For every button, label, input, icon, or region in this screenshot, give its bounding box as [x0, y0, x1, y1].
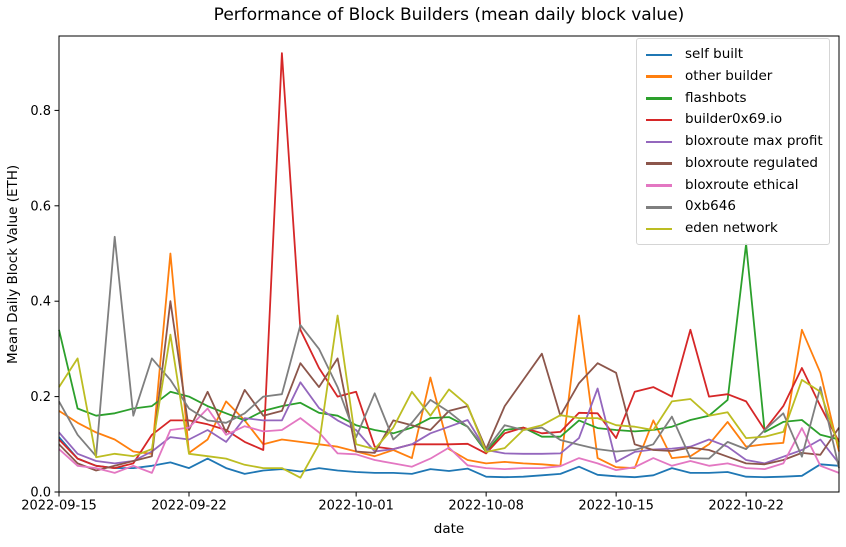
- x-tick-label: 2022-09-22: [151, 499, 227, 514]
- series-line-builder0x69-io: [58, 52, 840, 470]
- x-tick-label: 2022-10-22: [708, 499, 784, 514]
- legend: self built other builder flashbots builder0…: [636, 38, 830, 245]
- legend-line-swatch-eden-network: [646, 227, 672, 231]
- y-tick-label: 0.4: [30, 295, 51, 310]
- legend-item-other-builder: other builder: [637, 66, 829, 88]
- chart-title: Performance of Block Builders (mean dail…: [213, 5, 685, 25]
- x-tick-label: 2022-10-01: [318, 499, 394, 514]
- series-line-bloxroute-ethical: [58, 407, 840, 474]
- series-line-eden-network: [58, 314, 840, 479]
- x-axis-label: date: [433, 521, 465, 537]
- legend-label: flashbots: [685, 89, 747, 106]
- legend-label: bloxroute max profit: [685, 133, 823, 150]
- x-tick-label: 2022-10-15: [578, 499, 654, 514]
- y-tick-label: 0.6: [30, 199, 51, 214]
- series-line-self-built: [58, 436, 840, 479]
- legend-item-bloxroute-ethical: bloxroute ethical: [637, 175, 829, 197]
- legend-item-builder0x69-io: builder0x69.io: [637, 109, 829, 131]
- legend-label: bloxroute ethical: [685, 176, 799, 193]
- legend-label: builder0x69.io: [685, 111, 783, 128]
- legend-item-0xb646: 0xb646: [637, 196, 829, 218]
- y-tick-label: 0.8: [30, 104, 51, 119]
- y-tick-label: 0.2: [30, 390, 51, 405]
- legend-line-swatch-flashbots: [646, 97, 672, 100]
- y-axis-label: Mean Daily Block Value (ETH): [5, 164, 21, 364]
- legend-line-swatch-bloxroute-ethical: [646, 184, 672, 187]
- x-tick-label: 2022-09-15: [21, 499, 97, 514]
- series-line-0xb646: [58, 235, 840, 469]
- axes-frame: [58, 35, 840, 493]
- legend-item-flashbots: flashbots: [637, 88, 829, 110]
- series-line-bloxroute-max-profit: [58, 381, 840, 465]
- legend-item-bloxroute-max-profit: bloxroute max profit: [637, 131, 829, 153]
- y-tick-label: 0.0: [30, 486, 51, 501]
- legend-line-swatch-self-built: [646, 53, 672, 57]
- legend-label: self built: [685, 46, 744, 63]
- legend-label: 0xb646: [685, 198, 736, 215]
- x-tick-label: 2022-10-08: [448, 499, 524, 514]
- series-line-other-builder: [58, 252, 840, 470]
- legend-label: eden network: [685, 220, 778, 237]
- legend-item-bloxroute-regulated: bloxroute regulated: [637, 153, 829, 175]
- legend-item-self-built: self built: [637, 44, 829, 66]
- legend-line-swatch-builder0x69-io: [646, 118, 672, 122]
- legend-item-eden-network: eden network: [637, 218, 829, 240]
- legend-line-swatch-other-builder: [646, 75, 672, 78]
- legend-line-swatch-0xb646: [646, 205, 672, 209]
- legend-label: bloxroute regulated: [685, 154, 818, 171]
- legend-line-swatch-bloxroute-max-profit: [646, 140, 672, 144]
- legend-line-swatch-bloxroute-regulated: [646, 162, 672, 165]
- legend-label: other builder: [685, 67, 773, 84]
